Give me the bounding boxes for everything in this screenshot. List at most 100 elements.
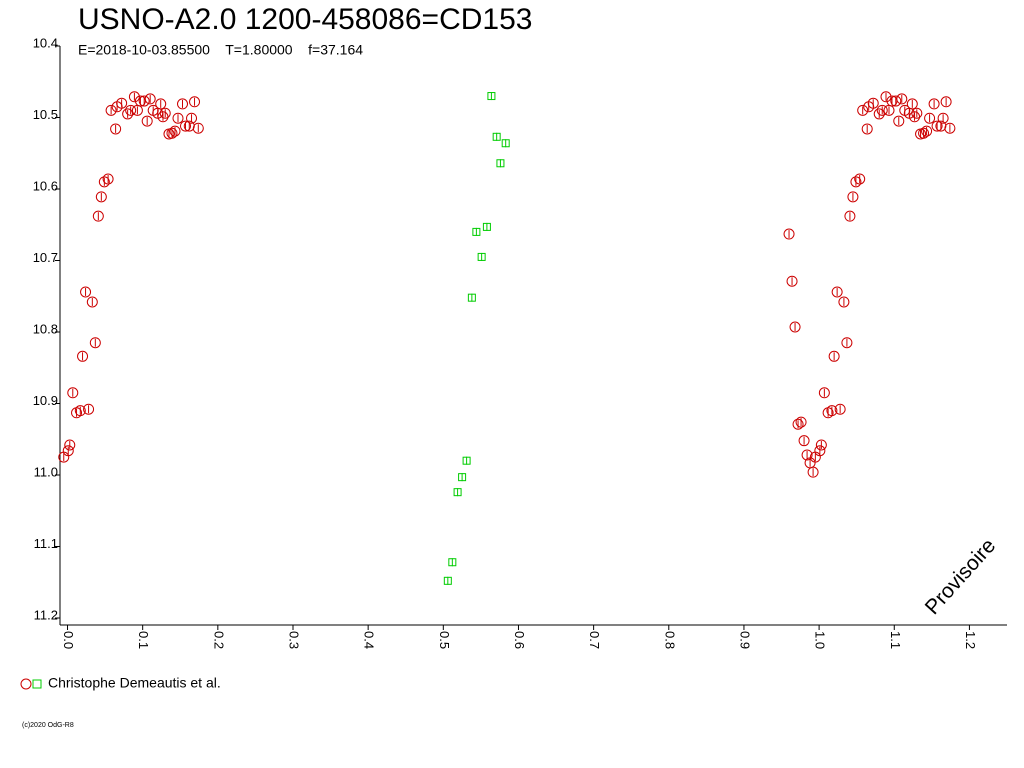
x-tick-label: 0.4: [362, 631, 377, 649]
y-tick-label: 10.6: [33, 178, 58, 193]
data-point: [64, 439, 76, 451]
marker: [172, 112, 184, 124]
y-tick-label: 11.1: [34, 536, 58, 551]
marker: [125, 104, 137, 116]
data-point: [906, 98, 918, 110]
data-point: [834, 403, 846, 415]
data-point: [798, 435, 810, 447]
data-point: [105, 104, 117, 116]
data-point: [883, 104, 895, 116]
data-point: [801, 449, 813, 461]
marker: [169, 125, 181, 137]
marker: [83, 403, 95, 415]
marker: [67, 387, 79, 399]
marker: [792, 418, 804, 430]
data-point: [807, 466, 819, 478]
x-tick-label: 1.0: [813, 631, 828, 649]
data-point: [144, 93, 156, 105]
x-tick-label: 0.3: [287, 631, 302, 649]
data-point: [443, 576, 452, 585]
data-point: [166, 127, 178, 139]
data-point: [921, 125, 933, 137]
data-point: [924, 112, 936, 124]
marker: [122, 108, 134, 120]
marker: [937, 112, 949, 124]
marker: [831, 286, 843, 298]
legend-label: Christophe Demeautis et al.: [48, 675, 221, 691]
marker: [64, 439, 76, 451]
data-point: [448, 558, 457, 567]
marker: [924, 112, 936, 124]
chart-title: USNO-A2.0 1200-458086=CD153: [78, 3, 532, 36]
data-point: [62, 445, 74, 457]
marker: [144, 93, 156, 105]
data-point: [89, 337, 101, 349]
marker: [177, 98, 189, 110]
marker: [166, 127, 178, 139]
data-point: [861, 123, 873, 135]
marker: [98, 176, 110, 188]
marker: [783, 228, 795, 240]
marker: [838, 296, 850, 308]
marker: [876, 104, 888, 116]
data-point: [880, 91, 892, 103]
marker: [92, 210, 104, 222]
x-tick-label: 0.5: [437, 631, 452, 649]
marker: [815, 439, 827, 451]
data-point: [854, 173, 866, 185]
data-point: [172, 112, 184, 124]
data-point: [940, 96, 952, 108]
data-point: [893, 115, 905, 127]
x-tick-label: 0.9: [738, 631, 753, 649]
marker: [847, 191, 859, 203]
marker: [128, 91, 140, 103]
data-point: [472, 227, 481, 236]
data-point: [80, 286, 92, 298]
data-point: [177, 98, 189, 110]
marker: [844, 210, 856, 222]
data-point: [487, 92, 496, 101]
data-point: [804, 457, 816, 469]
marker: [814, 445, 826, 457]
x-tick-label: 1.2: [963, 631, 978, 649]
marker: [828, 350, 840, 362]
data-point: [102, 173, 114, 185]
marker: [928, 98, 940, 110]
data-point: [83, 403, 95, 415]
data-point: [789, 321, 801, 333]
marker: [80, 286, 92, 298]
marker: [798, 435, 810, 447]
y-tick-label: 10.7: [33, 250, 58, 265]
data-point: [467, 293, 476, 302]
data-point: [492, 132, 501, 141]
marker: [857, 104, 869, 116]
data-point: [192, 122, 204, 134]
data-point: [138, 95, 150, 107]
marker: [931, 120, 943, 132]
data-point: [890, 95, 902, 107]
data-point: [67, 387, 79, 399]
data-point: [847, 191, 859, 203]
data-point: [501, 139, 510, 148]
marker: [826, 405, 838, 417]
marker: [74, 405, 86, 417]
data-point: [826, 405, 838, 417]
data-point: [141, 115, 153, 127]
marker: [841, 337, 853, 349]
marker: [116, 97, 128, 109]
data-point: [876, 104, 888, 116]
marker: [95, 191, 107, 203]
y-tick-label: 10.4: [33, 35, 58, 50]
data-point: [937, 112, 949, 124]
marker: [834, 403, 846, 415]
x-tick-label: 0.7: [587, 631, 602, 649]
footer: (c)2020 OdG-R8: [22, 722, 74, 729]
y-tick-label: 11.2: [34, 607, 58, 622]
data-point: [792, 418, 804, 430]
x-tick-label: 0.6: [512, 631, 527, 649]
data-point: [918, 127, 930, 139]
y-tick-label: 11.0: [34, 464, 58, 479]
marker: [944, 122, 956, 134]
y-tick-label: 10.9: [33, 393, 58, 408]
legend-marker: [32, 679, 42, 689]
